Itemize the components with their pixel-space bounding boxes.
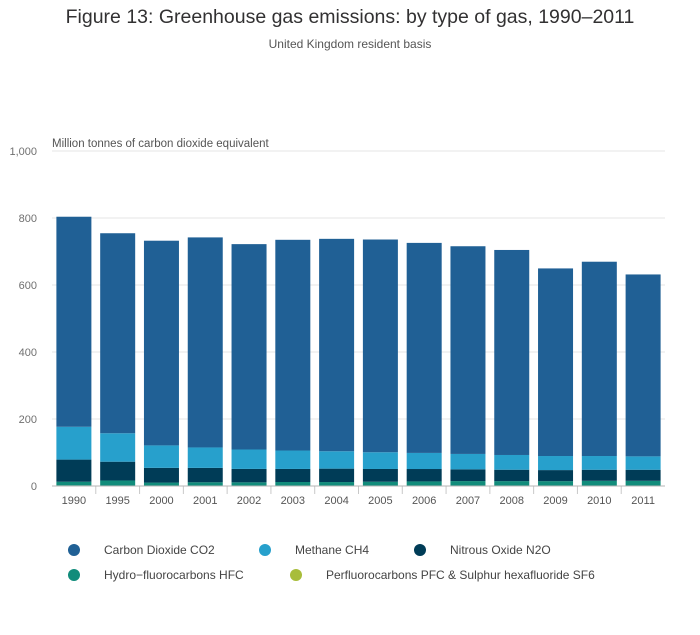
bar-segment [319,482,355,486]
legend-label-n2o: Nitrous Oxide N2O [450,543,551,557]
x-tick-label: 2008 [500,495,524,507]
bar-segment [143,240,179,446]
bar-segment [319,451,355,469]
x-tick-label: 2011 [631,495,655,507]
bar-segment [450,481,486,486]
bar-segment [275,239,311,451]
legend-label-ch4: Methane CH4 [295,543,370,557]
legend-item-hfc: Hydro−fluorocarbons HFC [68,568,244,582]
x-tick-label: 2001 [193,495,217,507]
bar-segment [56,459,92,482]
bar-segment [362,239,398,453]
bar-segment [450,246,486,454]
legend-swatch-hfc [68,569,80,581]
bar-segment [319,238,355,452]
chart-title: Figure 13: Greenhouse gas emissions: by … [65,6,635,28]
legend-swatch-co2 [68,544,80,556]
bar-segment [362,481,398,486]
x-tick-label: 2002 [237,495,261,507]
bar-segment [406,469,442,482]
bar-segment [143,445,179,468]
bar-segment [100,233,136,434]
bar-segment [231,449,267,469]
bar-segment [625,469,661,481]
bar-segment [581,469,617,481]
bar-segment [319,468,355,483]
bar-segment [56,426,92,460]
bar-segment [275,468,311,483]
bar-segment [494,249,530,455]
bar-segment [231,468,267,483]
bar-segment [187,237,223,448]
legend-swatch-n2o [414,544,426,556]
bar-segment [143,467,179,483]
bar-segment [581,480,617,486]
bar-segment [100,480,136,486]
x-tick-label: 2000 [149,495,173,507]
bar-segment [538,456,574,471]
legend-swatch-ch4 [259,544,271,556]
x-tick-label: 2010 [587,495,611,507]
bar-segment [56,481,92,486]
x-tick-label: 2005 [368,495,392,507]
bar-segment [275,450,311,469]
legend-swatch-pfc-sf6 [290,569,302,581]
legend-label-pfc-sf6: Perfluorocarbons PFC & Sulphur hexafluor… [326,568,595,582]
bar-segment [143,482,179,486]
bar-segment [362,452,398,469]
bar-segment [494,481,530,486]
bar-segment [187,467,223,483]
legend-label-co2: Carbon Dioxide CO2 [104,543,215,557]
legend-label-hfc: Hydro−fluorocarbons HFC [104,568,244,582]
bar-segment [625,456,661,470]
bar-segment [100,461,136,481]
bar-segment [625,480,661,486]
y-tick-label: 600 [19,280,37,292]
bar-segment [625,274,661,457]
y-axis-title: Million tonnes of carbon dioxide equival… [52,138,270,150]
bar-segment [494,469,530,482]
x-tick-label: 1995 [105,495,129,507]
bar-segment [187,447,223,468]
bar-segment [187,482,223,486]
bar-segment [538,481,574,486]
chart-subtitle: United Kingdom resident basis [268,37,432,51]
x-tick-label: 2003 [281,495,305,507]
bar-segment [538,470,574,482]
bar-segment [406,452,442,470]
bar-segment [362,468,398,482]
bar-segment [538,268,574,457]
y-tick-label: 0 [31,481,37,493]
bar-segment [100,433,136,462]
legend-item-ch4: Methane CH4 [259,543,369,557]
y-tick-label: 800 [19,213,37,225]
bar-segment [581,261,617,457]
x-tick-label: 2006 [412,495,436,507]
x-tick-label: 2004 [324,495,348,507]
bar-segment [450,469,486,482]
y-tick-label: 400 [19,347,37,359]
bar-segment [231,244,267,450]
bar-segment [581,456,617,470]
bar-segment [56,216,92,427]
bar-segment [231,482,267,486]
x-tick-label: 2009 [543,495,567,507]
bar-segment [450,453,486,470]
bar-segment [275,482,311,486]
legend-item-co2: Carbon Dioxide CO2 [68,543,215,557]
legend-item-n2o: Nitrous Oxide N2O [414,543,551,557]
bar-segment [406,242,442,453]
x-tick-label: 1990 [62,495,86,507]
y-tick-label: 1,000 [9,146,37,158]
bar-segment [494,454,530,470]
legend-item-pfc-sf6: Perfluorocarbons PFC & Sulphur hexafluor… [290,568,595,582]
x-tick-label: 2007 [456,495,480,507]
y-tick-label: 200 [19,414,37,426]
bar-segment [406,481,442,486]
